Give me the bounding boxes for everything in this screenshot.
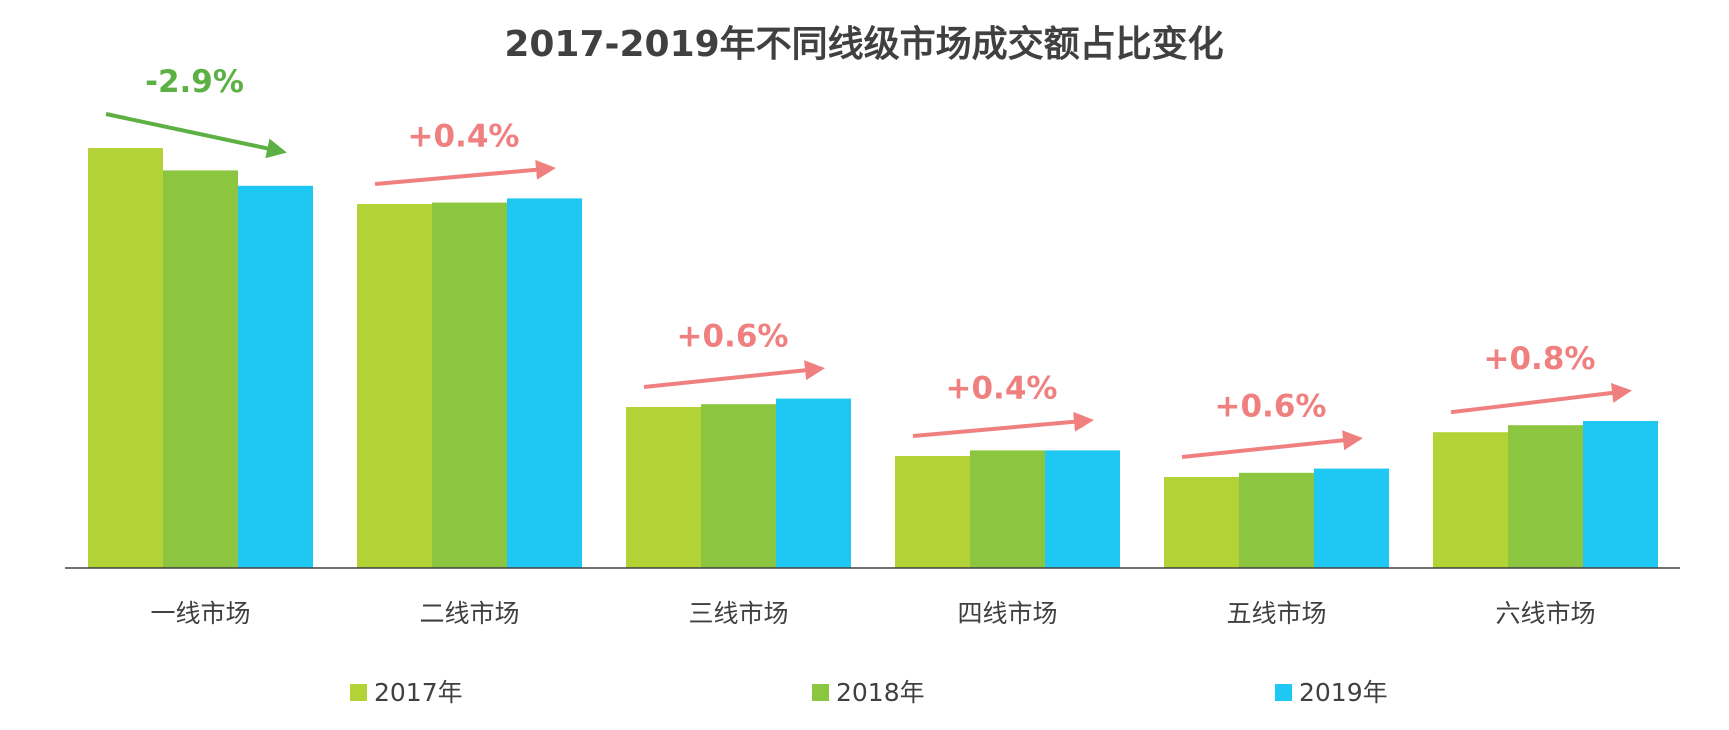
change-label: -2.9% [145,64,244,100]
change-label: +0.4% [946,370,1058,406]
chart-title: 2017-2019年不同线级市场成交额占比变化 [504,23,1223,65]
bar-3-2018年 [701,404,776,568]
legend-label: 2017年 [374,678,463,707]
category-label: 五线市场 [1226,599,1326,628]
category-label: 四线市场 [957,599,1057,628]
bar-2-2017年 [357,204,432,568]
change-label: +0.4% [408,118,520,154]
bar-2-2019年 [507,198,582,568]
bars [88,148,1658,569]
change-label: +0.8% [1484,341,1596,377]
change-arrow [912,411,1094,438]
bar-1-2019年 [238,185,313,569]
change-arrow [374,159,556,186]
change-arrow [1181,430,1363,459]
bar-4-2019年 [1045,450,1120,568]
bar-4-2018年 [970,450,1045,568]
category-label: 二线市场 [419,599,519,628]
category-labels: 一线市场 二线市场 三线市场 四线市场 五线市场 六线市场 [150,599,1595,628]
legend-label: 2019年 [1299,678,1388,707]
legend-swatch [1275,684,1292,701]
change-arrow [105,112,287,159]
category-label: 一线市场 [150,599,250,628]
change-arrow [643,360,825,389]
bar-3-2017年 [626,407,701,568]
change-label: +0.6% [677,319,789,355]
bar-1-2018年 [163,170,238,568]
bar-6-2019年 [1583,421,1658,568]
change-arrows: -2.9% +0.4% +0.6% +0.4% +0.6% +0.8% [105,64,1632,459]
category-label: 三线市场 [688,599,788,628]
bar-5-2018年 [1239,472,1314,568]
bar-5-2017年 [1164,477,1239,568]
change-label: +0.6% [1215,389,1327,425]
legend-swatch [350,684,367,701]
bar-2-2018年 [432,202,507,568]
bar-3-2019年 [776,398,851,568]
legend: 2017年 2018年 2019年 [350,678,1388,707]
bar-1-2017年 [88,148,163,568]
legend-label: 2018年 [836,678,925,707]
change-arrow [1450,382,1632,415]
legend-swatch [812,684,829,701]
bar-4-2017年 [895,456,970,568]
bar-6-2017年 [1433,432,1508,568]
bar-5-2019年 [1314,468,1389,568]
bar-6-2018年 [1508,425,1583,568]
category-label: 六线市场 [1495,599,1595,628]
